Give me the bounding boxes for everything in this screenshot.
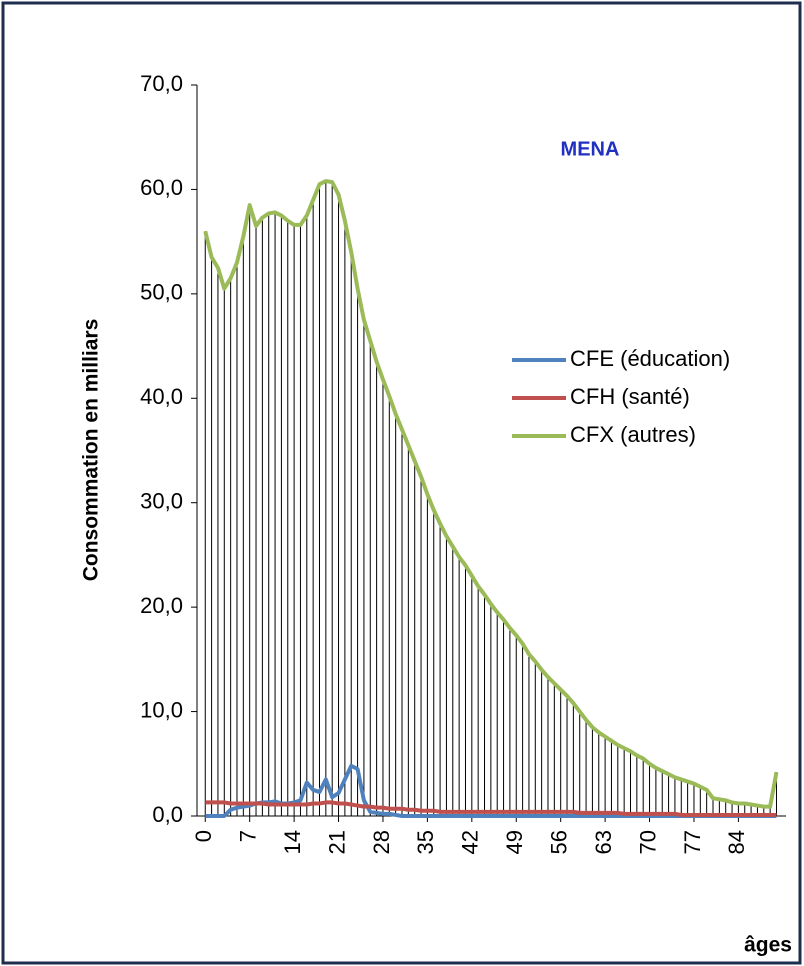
x-tick-label: 84 [724, 830, 749, 854]
series-line [203, 179, 779, 809]
x-tick-label: 49 [502, 830, 527, 854]
x-tick-label: 35 [413, 830, 438, 854]
y-tick-label: 50,0 [140, 280, 183, 305]
y-axis-label: Consommation en milliars [80, 319, 103, 582]
x-tick-label: 63 [591, 830, 616, 854]
x-tick-label: 0 [191, 830, 216, 842]
x-tick-label: 7 [235, 830, 260, 842]
y-tick-label: 0,0 [152, 802, 183, 827]
x-tick-label: 14 [280, 830, 305, 854]
legend-label: CFH (santé) [570, 384, 690, 409]
chart-title: MENA [561, 138, 620, 160]
y-tick-label: 30,0 [140, 489, 183, 514]
x-axis-label: âges [744, 934, 792, 957]
x-tick-label: 70 [635, 830, 660, 854]
y-tick-label: 60,0 [140, 175, 183, 200]
series-line [205, 800, 777, 817]
x-tick-label: 21 [324, 830, 349, 854]
y-tick-label: 10,0 [140, 697, 183, 722]
y-tick-label: 20,0 [140, 593, 183, 618]
legend-label: CFE (éducation) [570, 346, 730, 371]
legend-label: CFX (autres) [570, 422, 696, 447]
x-tick-label: 77 [680, 830, 705, 854]
x-tick-label: 42 [458, 830, 483, 854]
x-tick-label: 28 [369, 830, 394, 854]
y-tick-label: 70,0 [140, 71, 183, 96]
x-tick-label: 56 [546, 830, 571, 854]
y-tick-label: 40,0 [140, 384, 183, 409]
